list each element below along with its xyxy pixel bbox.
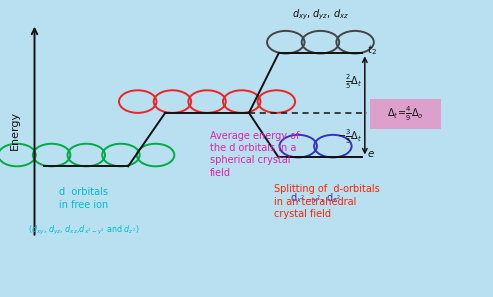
- Text: $t_2$: $t_2$: [367, 44, 377, 57]
- Text: $-\frac{3}{5}\Delta_t$: $-\frac{3}{5}\Delta_t$: [337, 127, 362, 146]
- Text: $e$: $e$: [367, 149, 375, 159]
- Text: Average energy of
the d orbitals in a
spherical crystal
field: Average energy of the d orbitals in a sp…: [210, 131, 299, 178]
- Text: $d_{xy}$, $d_{yz}$, $d_{xz}$: $d_{xy}$, $d_{yz}$, $d_{xz}$: [292, 8, 349, 22]
- FancyBboxPatch shape: [370, 99, 441, 129]
- Text: $\Delta_t\!=\!\frac{4}{9}\Delta_o$: $\Delta_t\!=\!\frac{4}{9}\Delta_o$: [387, 105, 424, 124]
- Text: ($d_{xy}$, $d_{yz}$, $d_{xz}$,$d_{x^2-y^2}$ and $d_{z^2}$): ($d_{xy}$, $d_{yz}$, $d_{xz}$,$d_{x^2-y^…: [28, 224, 140, 237]
- Text: $\mathregular{d}_{x^2-y^2}$, $\mathregular{d}_{z^2}$: $\mathregular{d}_{x^2-y^2}$, $\mathregul…: [290, 192, 341, 206]
- Text: $\frac{2}{5}\Delta_t$: $\frac{2}{5}\Delta_t$: [345, 72, 362, 91]
- Text: d  orbitals
in free ion: d orbitals in free ion: [59, 187, 108, 209]
- Text: Energy: Energy: [10, 111, 20, 150]
- Text: Splitting of  d-orbitals
in an tetrahedral
crystal field: Splitting of d-orbitals in an tetrahedra…: [274, 184, 380, 219]
